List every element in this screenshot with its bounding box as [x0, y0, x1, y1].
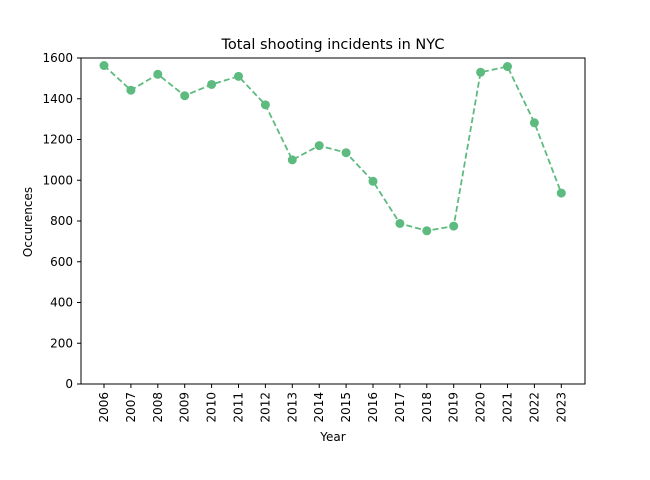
x-tick-label: 2017 — [393, 392, 407, 423]
data-point — [153, 69, 163, 79]
y-tick-label: 400 — [50, 296, 73, 310]
y-tick-label: 1200 — [42, 133, 73, 147]
data-point — [260, 100, 270, 110]
chart-title: Total shooting incidents in NYC — [221, 37, 445, 53]
plot-frame — [80, 57, 586, 385]
x-tick-label: 2006 — [97, 392, 111, 423]
x-tick-label: 2019 — [447, 392, 461, 423]
data-point — [99, 61, 109, 71]
x-tick-label: 2008 — [151, 392, 165, 423]
y-tick-label: 800 — [50, 214, 73, 228]
x-tick-label: 2023 — [554, 392, 568, 423]
y-tick-label: 600 — [50, 255, 73, 269]
data-point — [314, 141, 324, 151]
series-layer — [99, 61, 566, 236]
x-tick-label: 2014 — [312, 392, 326, 423]
data-point — [422, 226, 432, 236]
x-tick-label: 2016 — [366, 392, 380, 423]
x-tick-label: 2010 — [205, 392, 219, 423]
y-tick-label: 1400 — [42, 92, 73, 106]
y-tick-label: 1000 — [42, 173, 73, 187]
data-point — [341, 148, 351, 158]
data-point — [287, 155, 297, 165]
y-axis-label: Occurences — [21, 187, 35, 257]
data-point — [395, 218, 405, 228]
data-point — [180, 91, 190, 101]
x-tick-label: 2013 — [285, 392, 299, 423]
x-tick-label: 2020 — [474, 392, 488, 423]
x-tick-label: 2022 — [527, 392, 541, 423]
x-tick-label: 2009 — [178, 392, 192, 423]
data-point — [449, 221, 459, 231]
data-point — [476, 67, 486, 77]
y-tick-label: 200 — [50, 336, 73, 350]
x-axis: 2006 2007 2008 2009 2010 2011 2012 2013 2014 2015… — [97, 384, 568, 423]
x-tick-label: 2015 — [339, 392, 353, 423]
x-tick-label: 2007 — [124, 392, 138, 423]
data-point — [556, 188, 566, 198]
x-tick-label: 2018 — [420, 392, 434, 423]
data-point — [503, 62, 512, 72]
series-line — [103, 64, 563, 232]
plot-area — [80, 57, 586, 385]
data-point — [126, 85, 136, 95]
data-point — [529, 118, 539, 128]
x-tick-label: 2021 — [501, 392, 515, 423]
y-tick-label: 0 — [65, 377, 73, 391]
x-axis-label: Year — [319, 430, 345, 444]
x-tick-label: 2012 — [258, 392, 272, 423]
x-tick-label: 2011 — [232, 392, 246, 423]
y-axis: 0 200 400 600 800 1000 1200 1400 1600 — [42, 51, 81, 391]
data-point — [207, 79, 217, 89]
y-tick-label: 1600 — [42, 51, 73, 65]
data-point — [368, 176, 378, 186]
data-point — [234, 71, 243, 81]
